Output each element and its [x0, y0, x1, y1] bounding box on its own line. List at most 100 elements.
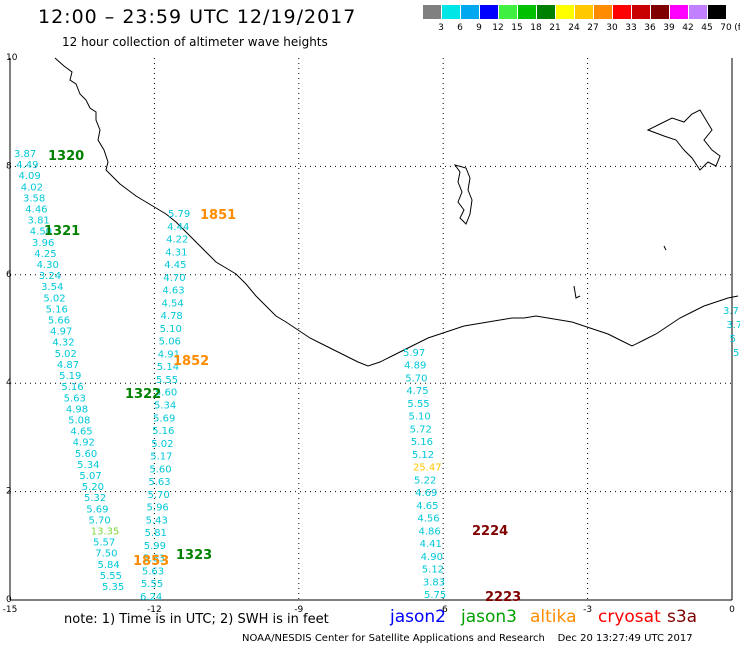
scale-label: 39	[663, 23, 675, 33]
lat-tick-label: 0	[6, 595, 12, 605]
lon-tick-label: -3	[583, 605, 592, 615]
scale-swatch	[689, 5, 708, 19]
wave-height-value: 5	[733, 348, 739, 359]
wave-height-value: 4.70	[163, 273, 185, 284]
pass-label: 1322	[125, 387, 161, 402]
lat-tick-label: 8	[6, 161, 12, 171]
wave-height-value: 4.25	[34, 249, 56, 260]
scale-label: 21	[549, 23, 561, 33]
wave-height-value: 3.81	[28, 216, 50, 227]
wave-height-value: 5.16	[152, 426, 174, 437]
timestamp-text: Dec 20 13:27:49 UTC 2017	[557, 633, 693, 644]
wave-height-value: 5.07	[79, 471, 101, 482]
pass-label: 1321	[44, 224, 80, 239]
wave-height-value: 5.96	[147, 503, 169, 514]
pass-label: 1851	[200, 208, 236, 223]
pass-label: 1320	[48, 149, 84, 164]
scale-label: 30	[606, 23, 618, 33]
scale-label: 36	[644, 23, 656, 33]
nigeria-lake-shoreline	[646, 109, 721, 171]
wave-height-value: 4.75	[406, 386, 428, 397]
wave-height-value: 4.09	[19, 171, 41, 182]
pass-label: 1323	[176, 548, 212, 563]
wave-height-value: 5.63	[148, 477, 170, 488]
scale-label: 33	[625, 23, 637, 33]
scale-swatch	[442, 5, 461, 19]
wave-height-value: 4.50	[30, 227, 52, 238]
wave-height-value: 5.10	[160, 324, 182, 335]
wave-height-value: 4.65	[70, 427, 92, 438]
lake-volta-shoreline	[453, 164, 473, 225]
wave-height-value: 4.41	[420, 539, 442, 550]
wave-height-value: 5.63	[143, 554, 165, 565]
wave-height-value: 5.72	[410, 424, 432, 435]
pass-label: 2223	[485, 590, 521, 605]
wave-height-value: 5.60	[149, 464, 171, 475]
scale-label: 18	[530, 23, 542, 33]
altimeter-tracks: 3.874.494.094.023.584.463.814.503.964.25…	[14, 149, 740, 603]
lat-tick-label: 2	[6, 487, 12, 497]
wave-height-value: 3.7	[726, 320, 740, 331]
west-africa-coastline	[54, 57, 739, 367]
wave-height-value: 5.55	[141, 579, 163, 590]
wave-height-value: 3.87	[14, 149, 36, 160]
wave-height-value: 4.46	[25, 205, 47, 216]
wave-height-value: 5.63	[142, 566, 164, 577]
wave-height-value: 5.10	[409, 412, 431, 423]
credit-text: NOAA/NESDIS Center for Satellite Applica…	[242, 633, 545, 644]
wave-height-value: 5.79	[168, 209, 190, 220]
wave-height-value: 4.69	[415, 488, 437, 499]
wave-height-value: 5.97	[403, 348, 425, 359]
wave-height-value: 4.91	[158, 349, 180, 360]
lon-tick-label: -6	[439, 605, 448, 615]
satellite-legend-item: jason3	[461, 607, 517, 627]
scale-unit: (ft)	[734, 23, 740, 33]
wave-height-value: 4.92	[73, 438, 95, 449]
wave-height-value: 5.20	[82, 482, 104, 493]
longitude-tick-labels: -15 -12 -9 -6 -3 0	[3, 605, 735, 615]
wave-height-value: 5.70	[147, 490, 169, 501]
wave-height-value: 3.96	[32, 238, 54, 249]
wave-height-value: 4.22	[166, 235, 188, 246]
scale-swatch	[556, 5, 575, 19]
units-note: note: 1) Time is in UTC; 2) SWH is in fe…	[64, 612, 329, 627]
scale-swatch	[708, 5, 727, 19]
wave-height-value: 5.70	[405, 373, 427, 384]
wave-height-value: 5.69	[153, 413, 175, 424]
scale-swatch	[594, 5, 613, 19]
scale-label: 27	[587, 23, 599, 33]
scale-swatch	[461, 5, 480, 19]
latitude-tick-labels: 0 2 4 6 8 10	[6, 53, 18, 605]
scale-label: 24	[568, 23, 580, 33]
satellite-legend-item: altika	[530, 607, 577, 627]
wave-height-value: 5.60	[75, 449, 97, 460]
wave-height-value: 5.02	[151, 439, 173, 450]
wave-height-value: 5.75	[424, 590, 446, 601]
lon-tick-label: -12	[147, 605, 162, 615]
scale-label: 15	[511, 23, 523, 33]
shore-mark	[663, 245, 667, 251]
wave-height-value: 5.70	[88, 515, 110, 526]
wave-height-value: 25.47	[413, 463, 442, 474]
wave-height-value: 5.99	[144, 541, 166, 552]
satellite-legend-item: cryosat	[598, 607, 661, 627]
scale-swatch	[632, 5, 651, 19]
wave-height-value: 4.90	[421, 552, 443, 563]
wave-height-value: 5.16	[411, 437, 433, 448]
wave-height-value: 5.14	[157, 362, 179, 373]
wave-height-value: 3.58	[23, 193, 45, 204]
wave-height-value: 7.50	[95, 549, 117, 560]
wave-height-value: 4.98	[66, 404, 88, 415]
wave-height-value: 5.12	[422, 565, 444, 576]
pass-label: 1853	[133, 554, 169, 569]
wave-height-value: 4.65	[416, 501, 438, 512]
wave-height-value: 5.12	[412, 450, 434, 461]
wave-height-value: 5.57	[93, 538, 115, 549]
wave-height-value: 5.69	[86, 504, 108, 515]
wave-height-value: 5.16	[46, 304, 68, 315]
lat-lon-grid	[9, 58, 733, 601]
wave-height-value: 5.17	[150, 452, 172, 463]
lat-tick-label: 6	[6, 270, 12, 280]
footer-credit: NOAA/NESDIS Center for Satellite Applica…	[242, 633, 693, 644]
lat-tick-label: 10	[6, 53, 18, 63]
